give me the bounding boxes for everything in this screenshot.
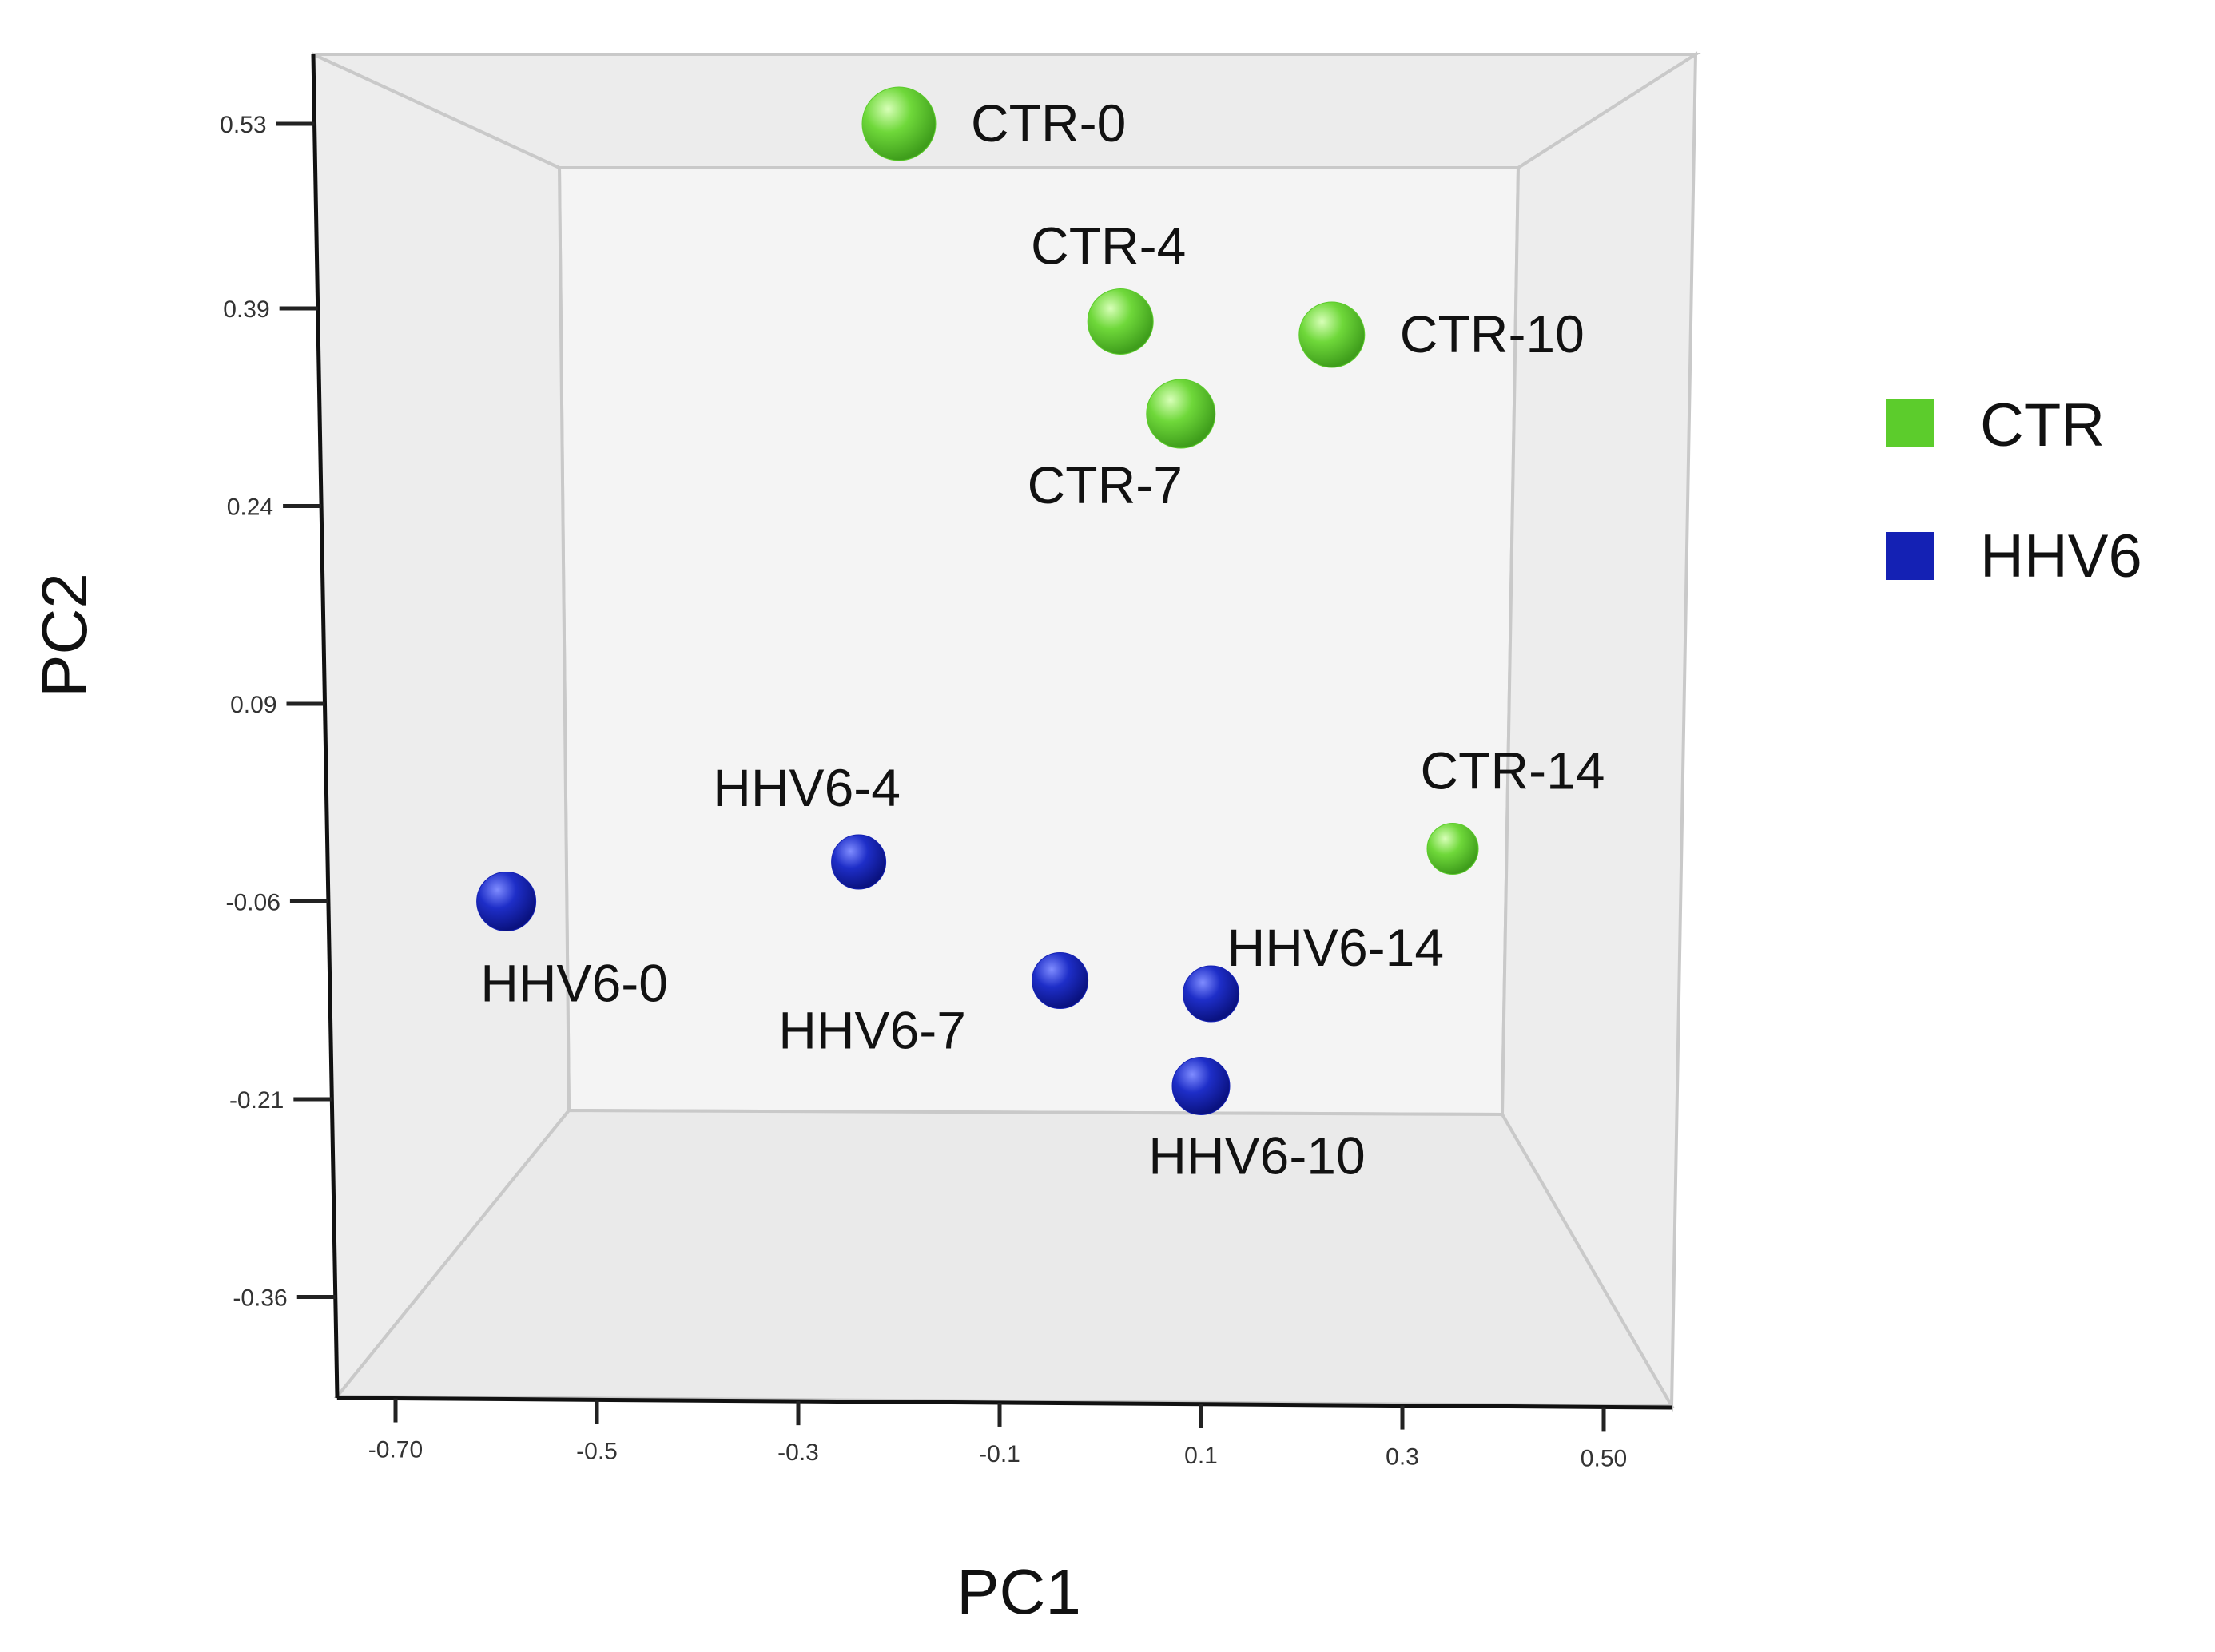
point-hhv6-14: [1183, 965, 1240, 1023]
point-label-ctr-4: CTR-4: [1031, 216, 1186, 276]
point-ctr-10: [1298, 301, 1366, 368]
x-tick-label-0-3: -0.3: [777, 1440, 819, 1466]
x-tick-label-0-50: 0.50: [1581, 1445, 1627, 1471]
point-label-ctr-10: CTR-10: [1400, 304, 1585, 363]
legend-swatch-hhv6: [1886, 532, 1934, 580]
point-label-ctr-0: CTR-0: [971, 93, 1126, 153]
y-axis-ticks: 0.53 0.39 0.24 0.09 -0.06 -0.21 -0.36: [220, 112, 336, 1312]
x-tick-label-0-1: 0.1: [1184, 1443, 1218, 1469]
y-axis-title: PC2: [29, 573, 100, 697]
point-label-hhv6-10: HHV6-10: [1148, 1126, 1365, 1185]
y-tick-label-0-24: 0.24: [227, 494, 273, 521]
plot-box: [311, 51, 1701, 1412]
point-label-hhv6-7: HHV6-7: [778, 1001, 966, 1060]
y-tick-label-0-09: 0.09: [230, 692, 276, 718]
point-hhv6-10: [1171, 1057, 1231, 1115]
point-label-ctr-7: CTR-7: [1028, 455, 1183, 514]
point-ctr-4: [1087, 288, 1154, 355]
legend: CTR HHV6: [1886, 391, 2142, 590]
point-ctr-7: [1146, 379, 1216, 449]
point-ctr-14: [1426, 823, 1479, 875]
x-axis-title: PC1: [956, 1556, 1081, 1627]
legend-swatch-ctr: [1886, 399, 1934, 447]
box-bottom-face: [333, 1108, 1675, 1408]
point-ctr-0: [861, 86, 937, 161]
y-tick-label-0-21: -0.21: [229, 1087, 284, 1114]
x-axis-ticks: -0.70 -0.5 -0.3 -0.1 0.1 0.3 0.50: [368, 1398, 1627, 1471]
y-tick-label-0-53: 0.53: [220, 112, 266, 138]
point-label-hhv6-0: HHV6-0: [480, 954, 668, 1013]
point-label-hhv6-14: HHV6-14: [1227, 918, 1444, 977]
x-tick-label-0-70: -0.70: [368, 1437, 423, 1463]
x-tick-label-0-3: 0.3: [1386, 1444, 1419, 1471]
point-hhv6-7: [1032, 952, 1089, 1009]
point-label-ctr-14: CTR-14: [1420, 741, 1605, 800]
point-label-hhv6-4: HHV6-4: [713, 758, 901, 817]
x-tick-label-0-5: -0.5: [576, 1438, 618, 1464]
y-axis-line: [311, 54, 340, 1399]
x-axis-line: [336, 1396, 1672, 1410]
legend-label-hhv6: HHV6: [1980, 522, 2142, 590]
y-tick-label-0-39: 0.39: [223, 296, 269, 323]
point-hhv6-4: [831, 834, 887, 890]
y-tick-label-0-06: -0.06: [226, 890, 280, 916]
x-tick-label-0-1: -0.1: [979, 1441, 1020, 1467]
y-tick-label-0-36: -0.36: [233, 1285, 287, 1312]
data-points: [476, 86, 1479, 1115]
point-hhv6-0: [476, 872, 537, 931]
legend-label-ctr: CTR: [1980, 391, 2105, 459]
data-point-labels: CTR-0 CTR-4 CTR-7 CTR-10 CTR-14 HHV6-0 HHV6-4 H…: [480, 93, 1605, 1185]
